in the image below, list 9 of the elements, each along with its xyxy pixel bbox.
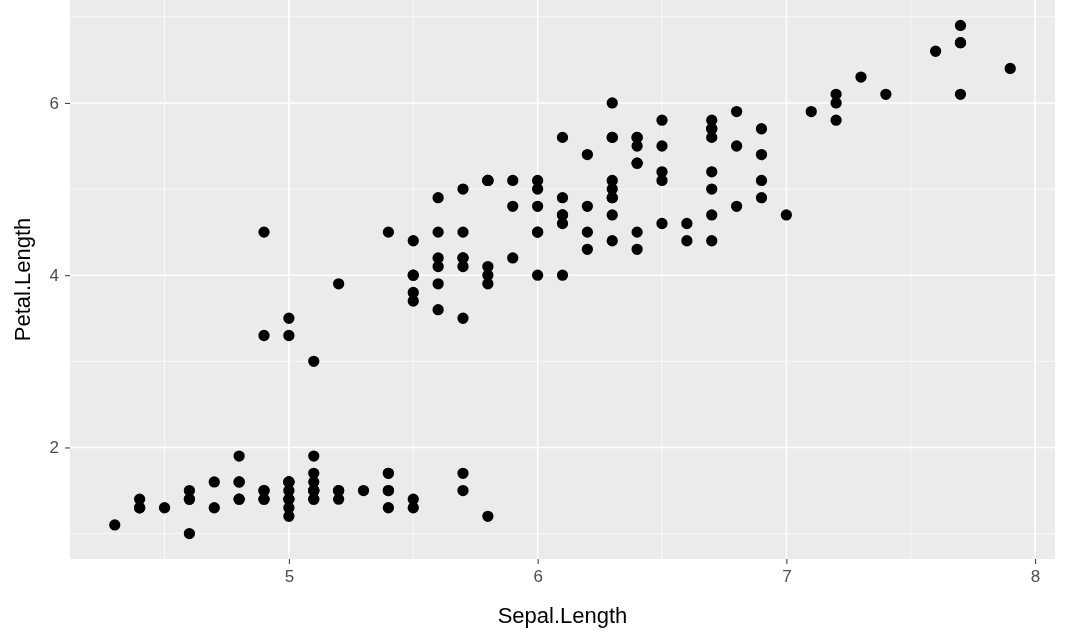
y-tick-label: 2 xyxy=(49,438,59,458)
x-axis-title: Sepal.Length xyxy=(497,603,628,628)
x-tick-label: 5 xyxy=(284,567,295,587)
y-axis-title: Petal.Length xyxy=(10,217,35,342)
y-tick-label: 6 xyxy=(49,93,59,113)
x-tick-label: 8 xyxy=(1030,567,1041,587)
x-tick-label: 6 xyxy=(533,567,543,587)
y-tick-label: 4 xyxy=(49,266,59,286)
x-tick-label: 7 xyxy=(782,567,792,587)
